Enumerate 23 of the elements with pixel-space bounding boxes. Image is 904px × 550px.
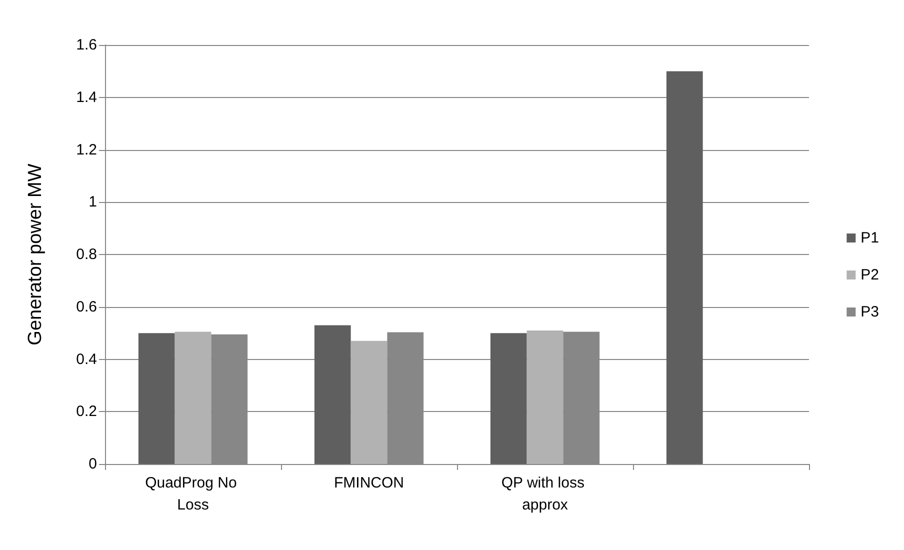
legend-label: P1 — [860, 230, 880, 246]
x-tick-label: QP with loss approx — [501, 474, 589, 514]
y-tick-label: 0.4 — [76, 350, 97, 368]
bar — [174, 332, 212, 464]
y-axis-title: Generator power MW — [25, 164, 46, 346]
x-tick-label: FMINCON — [334, 474, 404, 492]
y-tick-label: 1 — [88, 194, 97, 211]
bar — [490, 333, 527, 464]
legend-label: P3 — [860, 304, 880, 320]
y-tick-label: 0.8 — [76, 246, 97, 263]
bar — [138, 333, 175, 464]
bar — [526, 330, 564, 464]
y-tick-label: 0.2 — [76, 403, 97, 420]
y-tick-label: 0.6 — [76, 298, 97, 316]
bar — [314, 325, 351, 464]
x-tick-label: QuadProg No Loss — [145, 474, 241, 514]
legend-label: P2 — [860, 266, 880, 284]
y-tick-label: 1.6 — [76, 36, 97, 54]
bar — [666, 71, 703, 464]
y-tick-label: 0 — [88, 456, 97, 472]
y-tick-label: 1.2 — [76, 141, 97, 158]
bar — [350, 340, 388, 464]
y-tick-label: 1.4 — [76, 88, 97, 106]
